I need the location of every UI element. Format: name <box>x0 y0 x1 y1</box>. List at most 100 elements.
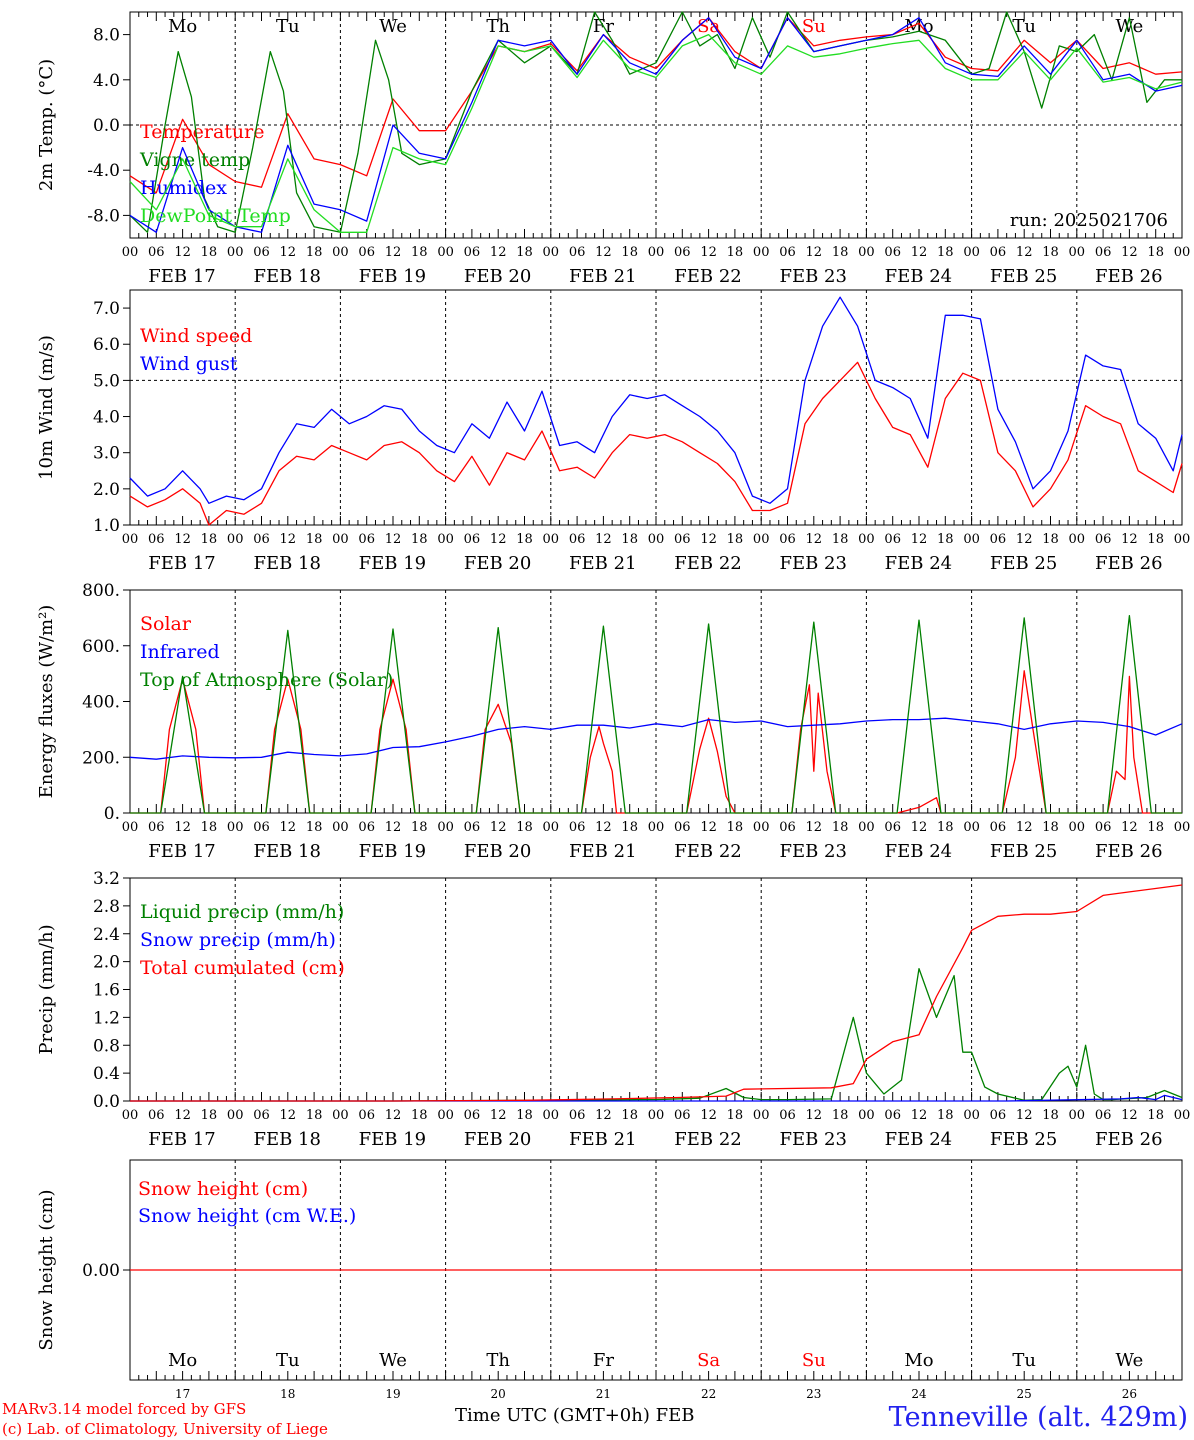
hour-label: 18 <box>621 1108 638 1123</box>
hour-label: 00 <box>858 532 875 547</box>
day-number: 21 <box>596 1387 611 1401</box>
day-number: 17 <box>175 1387 190 1401</box>
hour-label: 00 <box>227 820 244 835</box>
hour-label: 06 <box>358 820 375 835</box>
hour-label: 12 <box>174 245 191 260</box>
day-name: We <box>1116 1350 1144 1371</box>
y-tick-label: 4.0 <box>93 71 120 91</box>
hour-label: 18 <box>727 532 744 547</box>
hour-label: 18 <box>937 1108 954 1123</box>
date-label: FEB 20 <box>464 841 531 862</box>
hour-label: 06 <box>148 245 165 260</box>
day-number: 20 <box>491 1387 506 1401</box>
hour-label: 06 <box>464 245 481 260</box>
hour-label: 18 <box>306 245 323 260</box>
hour-label: 06 <box>884 1108 901 1123</box>
day-name: Mo <box>904 1350 933 1371</box>
hour-label: 06 <box>674 532 691 547</box>
y-tick-label: 1.6 <box>93 981 120 1001</box>
hour-label: 12 <box>595 1108 612 1123</box>
date-label: FEB 26 <box>1095 1129 1162 1150</box>
hour-label: 12 <box>385 1108 402 1123</box>
hour-label: 18 <box>832 1108 849 1123</box>
hour-label: 18 <box>411 820 428 835</box>
hour-label: 06 <box>990 245 1007 260</box>
hour-label: 00 <box>122 820 139 835</box>
series-line-humidex <box>129 17 1183 233</box>
hour-label: 18 <box>306 820 323 835</box>
date-label: FEB 19 <box>359 841 426 862</box>
day-name: Th <box>486 1350 510 1371</box>
y-axis-label: Precip (mm/h) <box>36 924 57 1054</box>
hour-label: 00 <box>1069 820 1086 835</box>
y-tick-label: 600. <box>82 637 120 657</box>
hour-label: 00 <box>227 1108 244 1123</box>
hour-label: 00 <box>648 1108 665 1123</box>
station-name: Tenneville (alt. 429m) <box>888 1402 1188 1433</box>
day-number: 18 <box>280 1387 295 1401</box>
day-name: Tu <box>276 16 300 37</box>
y-tick-label: 3.2 <box>93 869 120 889</box>
date-label: FEB 20 <box>464 553 531 574</box>
y-tick-label: 2.0 <box>93 953 120 973</box>
hour-label: 00 <box>1069 532 1086 547</box>
legend-entry: Temperature <box>140 121 264 143</box>
day-number: 22 <box>701 1387 716 1401</box>
y-tick-label: 1.0 <box>93 516 120 536</box>
date-label: FEB 26 <box>1095 841 1162 862</box>
hour-label: 18 <box>1147 245 1164 260</box>
hour-label: 12 <box>174 532 191 547</box>
series-line-total-cumulated-cm- <box>130 884 1183 1102</box>
hour-label: 00 <box>963 532 980 547</box>
legend-entry: Snow precip (mm/h) <box>140 929 336 951</box>
hour-label: 00 <box>1174 820 1191 835</box>
hour-label: 06 <box>464 820 481 835</box>
y-tick-label: -4.0 <box>87 161 120 181</box>
hour-label: 00 <box>858 245 875 260</box>
day-name: Tu <box>1012 1350 1036 1371</box>
y-axis-label: 2m Temp. (°C) <box>36 59 57 191</box>
hour-label: 12 <box>806 532 823 547</box>
hour-label: 18 <box>1147 532 1164 547</box>
hour-label: 12 <box>700 245 717 260</box>
series-line-infrared <box>129 717 1183 760</box>
y-tick-label: 8.0 <box>93 26 120 46</box>
hour-label: 12 <box>1016 1108 1033 1123</box>
hour-label: 18 <box>832 245 849 260</box>
hour-label: 00 <box>1174 1108 1191 1123</box>
hour-label: 18 <box>1147 1108 1164 1123</box>
day-name: Tu <box>276 1350 300 1371</box>
hour-label: 12 <box>385 532 402 547</box>
day-number: 26 <box>1122 1387 1137 1401</box>
day-number: 19 <box>385 1387 400 1401</box>
hour-label: 12 <box>595 532 612 547</box>
day-name: We <box>1116 16 1144 37</box>
y-tick-label: 0. <box>104 804 120 824</box>
y-tick-label: 0.00 <box>82 1261 120 1281</box>
hour-label: 18 <box>201 532 218 547</box>
day-name: Mo <box>168 16 197 37</box>
hour-label: 18 <box>621 245 638 260</box>
hour-label: 06 <box>779 245 796 260</box>
hour-label: 00 <box>543 245 560 260</box>
series-line-top-of-atmosphere-solar- <box>130 614 1182 814</box>
date-label: FEB 25 <box>990 841 1057 862</box>
hour-label: 18 <box>727 1108 744 1123</box>
hour-label: 06 <box>990 820 1007 835</box>
y-tick-label: 800. <box>82 581 120 601</box>
legend-entry: Snow height (cm) <box>138 1178 308 1200</box>
hour-label: 18 <box>201 245 218 260</box>
date-label: FEB 23 <box>779 266 846 287</box>
hour-label: 06 <box>253 1108 270 1123</box>
hour-label: 18 <box>621 532 638 547</box>
hour-label: 00 <box>227 532 244 547</box>
date-label: FEB 22 <box>674 553 741 574</box>
hour-label: 06 <box>990 1108 1007 1123</box>
date-label: FEB 22 <box>674 841 741 862</box>
hour-label: 06 <box>358 532 375 547</box>
day-name: Su <box>802 16 826 37</box>
hour-label: 06 <box>253 532 270 547</box>
hour-label: 12 <box>1121 1108 1138 1123</box>
hour-label: 18 <box>516 245 533 260</box>
hour-label: 06 <box>1095 245 1112 260</box>
